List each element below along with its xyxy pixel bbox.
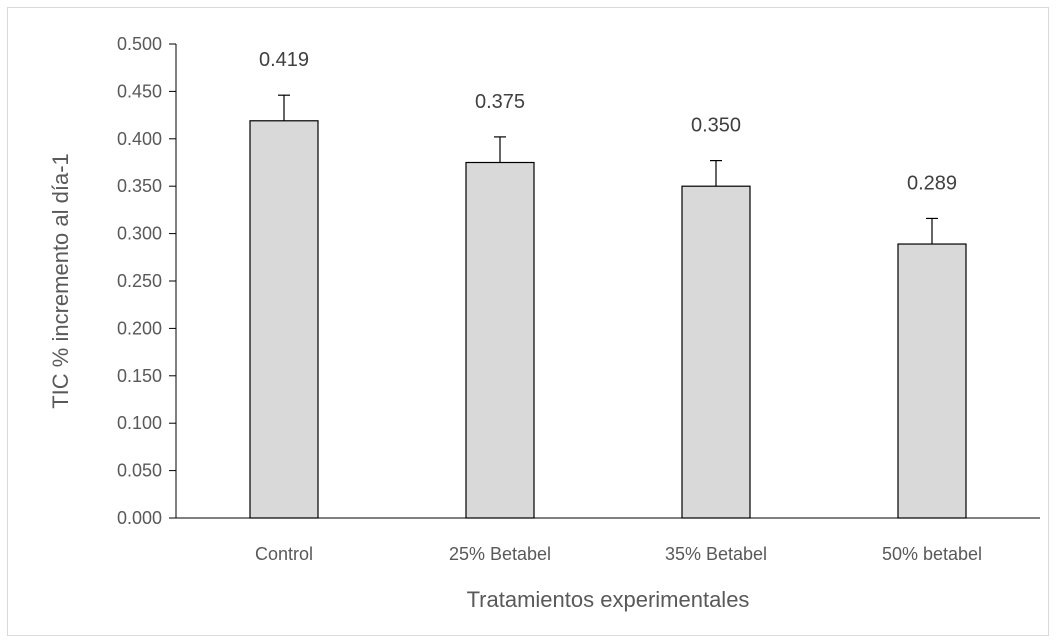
y-tick-label: 0.200 <box>117 318 162 338</box>
y-axis: 0.000 0.050 0.100 0.150 0.200 0.250 0.300 0.350… <box>117 34 177 528</box>
x-tick-label: 25% Betabel <box>449 544 551 564</box>
bar <box>465 161 535 519</box>
y-tick-label: 0.050 <box>117 461 162 481</box>
data-label: 0.289 <box>907 172 957 194</box>
chart-frame: 0.000 0.050 0.100 0.150 0.200 0.250 0.300 0.350… <box>7 7 1049 636</box>
y-tick-label: 0.250 <box>117 271 162 291</box>
data-label: 0.375 <box>475 91 525 113</box>
y-tick-label: 0.000 <box>117 508 162 528</box>
y-tick-label: 0.150 <box>117 366 162 386</box>
y-tick-label: 0.450 <box>117 81 162 101</box>
y-axis-title: TIC % incremento al día-1 <box>48 153 73 409</box>
y-tick-label: 0.350 <box>117 176 162 196</box>
y-tick-label: 0.100 <box>117 413 162 433</box>
x-axis: Control 25% Betabel 35% Betabel 50% betabel <box>176 517 1040 564</box>
data-label: 0.350 <box>691 115 741 137</box>
bar <box>897 243 967 519</box>
y-tick-label: 0.500 <box>117 34 162 54</box>
bar <box>249 120 319 519</box>
y-tick-label: 0.400 <box>117 129 162 149</box>
x-tick-label: 35% Betabel <box>665 544 767 564</box>
x-tick-label: 50% betabel <box>882 544 982 564</box>
x-tick-label: Control <box>255 544 313 564</box>
bar-chart: 0.000 0.050 0.100 0.150 0.200 0.250 0.300 0.350… <box>48 34 1040 612</box>
data-label: 0.419 <box>259 49 309 71</box>
y-tick-label: 0.300 <box>117 224 162 244</box>
bar <box>681 185 751 519</box>
x-axis-title: Tratamientos experimentales <box>467 587 750 612</box>
bar-series: 0.419 0.375 0.350 0.289 <box>249 49 967 519</box>
